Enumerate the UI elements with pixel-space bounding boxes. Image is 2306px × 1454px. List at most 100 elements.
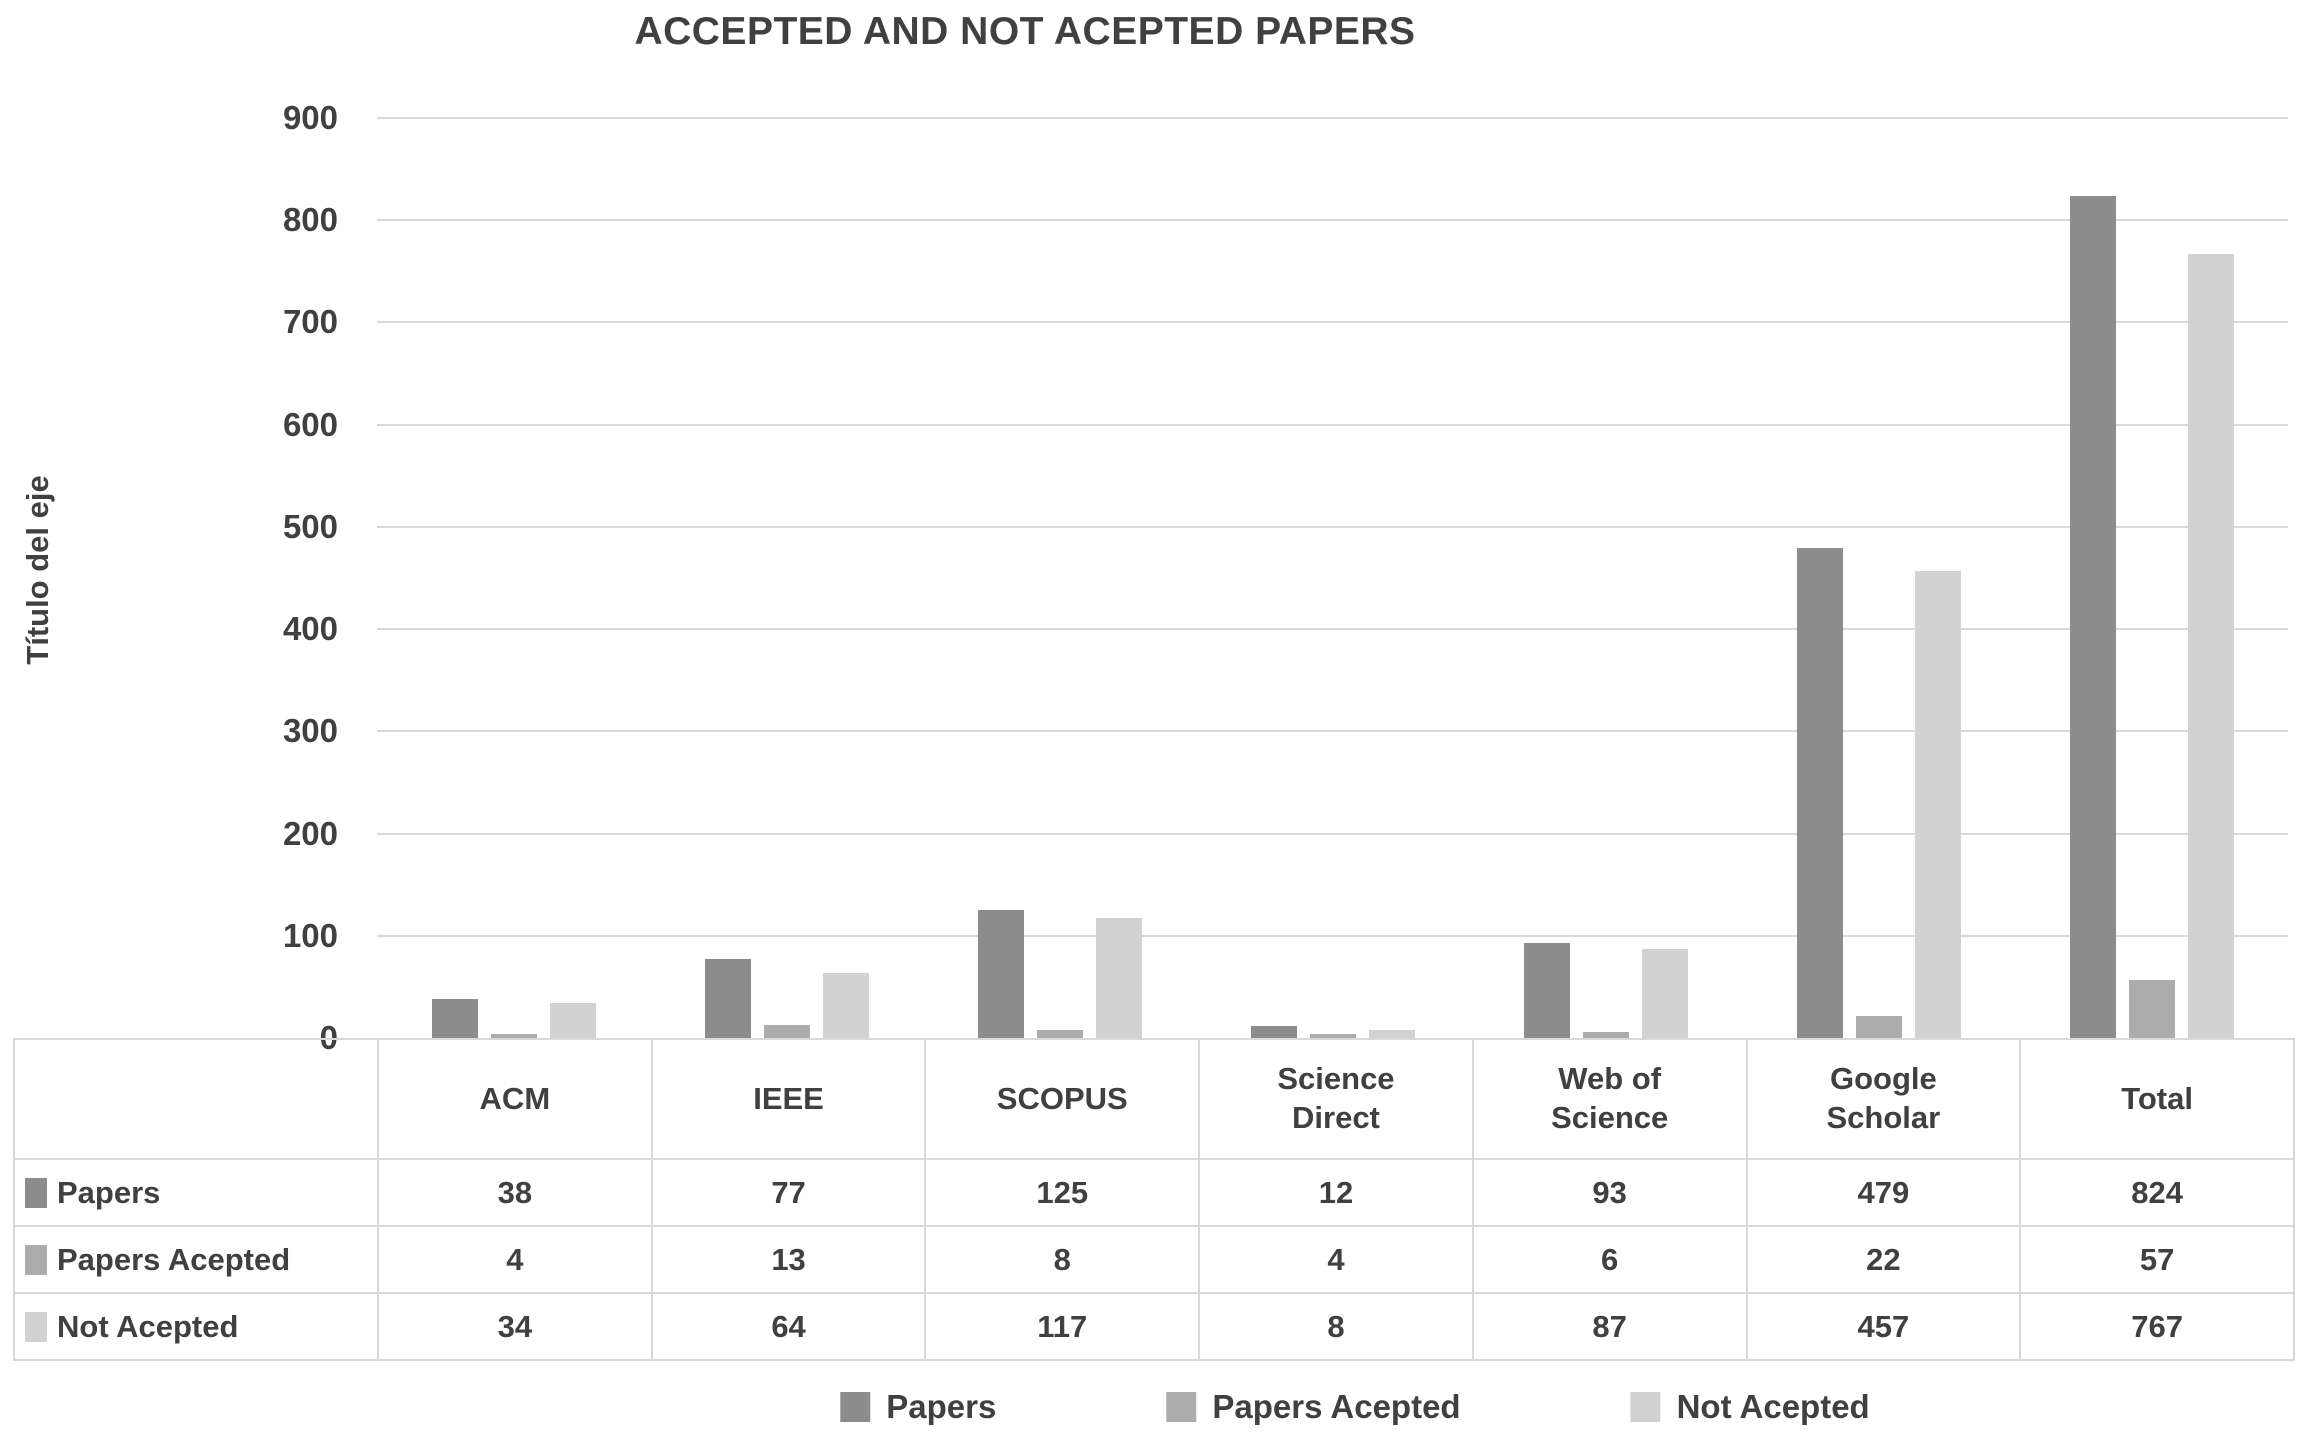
table-value-cell: 4	[1198, 1225, 1474, 1294]
y-tick-label: 300	[282, 712, 338, 750]
table-value-cell: 8	[1198, 1292, 1474, 1361]
table-row: Not Acepted 34 64 117 8 87 457 767	[13, 1292, 2295, 1361]
legend-item: Not Acepted	[1630, 1388, 1870, 1426]
table-value-cell: 22	[1745, 1225, 2022, 1294]
table-value-cell: 93	[1471, 1158, 1748, 1227]
gridline	[377, 832, 2288, 835]
y-tick-label: 600	[282, 405, 338, 443]
y-tick-label: 500	[282, 507, 338, 545]
table-value-cell: 4	[377, 1225, 653, 1294]
gridline	[377, 423, 2288, 426]
gridline	[377, 934, 2288, 937]
bar	[549, 1003, 596, 1038]
y-tick-label: 200	[282, 814, 338, 852]
bar	[1641, 949, 1688, 1038]
category-header-cell: SCOPUS	[924, 1038, 1201, 1160]
category-header-cell: IEEE	[650, 1038, 927, 1160]
table-row: Papers Acepted 4 13 8 4 6 22 57	[13, 1225, 2295, 1294]
table-value-cell: 13	[650, 1225, 927, 1294]
bar	[2187, 253, 2234, 1038]
gridline	[377, 219, 2288, 222]
bar	[1796, 548, 1843, 1038]
category-header-cell: Google Scholar	[1745, 1038, 2022, 1160]
bar	[1582, 1031, 1629, 1038]
table-value-cell: 64	[650, 1292, 927, 1361]
table-value-cell: 479	[1745, 1158, 2022, 1227]
legend-item: Papers Acepted	[1166, 1388, 1461, 1426]
bar-group	[923, 118, 1196, 1038]
series-label: Papers	[57, 1174, 161, 1210]
y-tick-label: 900	[282, 99, 338, 136]
bar	[1368, 1029, 1415, 1038]
bar	[1036, 1029, 1083, 1038]
y-tick-label: 100	[282, 916, 338, 954]
series-label: Papers Acepted	[57, 1241, 291, 1277]
y-tick-label: 700	[282, 303, 338, 341]
legend-label: Papers Acepted	[1212, 1388, 1461, 1425]
bar	[704, 959, 751, 1038]
category-header-cell: Science Direct	[1198, 1038, 1474, 1160]
series-label: Not Acepted	[57, 1308, 239, 1344]
bar-group	[1196, 118, 1469, 1038]
data-table: ACM IEEE SCOPUS Science Direct Web of Scienc…	[13, 1038, 2295, 1361]
category-header-cell: Total	[2019, 1038, 2295, 1160]
table-value-cell: 125	[924, 1158, 1201, 1227]
bar	[1855, 1015, 1902, 1038]
gridline	[377, 117, 2288, 119]
bar-group	[2015, 118, 2288, 1038]
legend-label: Papers	[886, 1388, 997, 1425]
table-value-cell: 87	[1471, 1292, 1748, 1361]
table-value-cell: 12	[1198, 1158, 1474, 1227]
bar-group	[650, 118, 923, 1038]
bar	[1523, 942, 1570, 1038]
y-tick-label: 400	[282, 610, 338, 648]
table-value-cell: 6	[1471, 1225, 1748, 1294]
table-value-cell: 824	[2019, 1158, 2295, 1227]
table-value-cell: 767	[2019, 1292, 2295, 1361]
legend-label: Not Acepted	[1676, 1388, 1870, 1425]
series-row-header: Papers Acepted	[13, 1225, 379, 1294]
table-row: Papers 38 77 125 12 93 479 824	[13, 1158, 2295, 1227]
y-tick-label: 800	[282, 201, 338, 239]
table-value-cell: 38	[377, 1158, 653, 1227]
series-row-header: Papers	[13, 1158, 379, 1227]
bar-group	[1742, 118, 2015, 1038]
table-value-cell: 117	[924, 1292, 1201, 1361]
table-value-cell: 457	[1745, 1292, 2022, 1361]
category-header-cell: Web of Science	[1471, 1038, 1748, 1160]
chart-legend: Papers Papers Acepted Not Acepted	[840, 1388, 1870, 1426]
plot-area	[377, 117, 2288, 1038]
table-value-cell: 77	[650, 1158, 927, 1227]
table-header-row: ACM IEEE SCOPUS Science Direct Web of Scienc…	[13, 1038, 2295, 1160]
bar	[763, 1024, 810, 1038]
bars-layer	[377, 118, 2288, 1038]
legend-swatch-icon	[1166, 1392, 1197, 1422]
bar	[1250, 1025, 1297, 1038]
bar	[1309, 1033, 1356, 1038]
series-swatch-icon	[25, 1177, 47, 1208]
gridline	[377, 730, 2288, 733]
bar-group	[377, 118, 650, 1038]
bar	[1914, 570, 1961, 1038]
bar	[431, 999, 478, 1038]
bar	[1095, 918, 1142, 1038]
gridline	[377, 321, 2288, 324]
y-axis-title: Título del eje	[20, 475, 55, 665]
gridline	[377, 525, 2288, 528]
bar	[490, 1033, 537, 1038]
series-row-header: Not Acepted	[13, 1292, 379, 1361]
legend-item: Papers	[840, 1388, 996, 1426]
table-corner-cell	[13, 1038, 379, 1160]
category-header-cell: ACM	[377, 1038, 653, 1160]
table-value-cell: 57	[2019, 1225, 2295, 1294]
chart-title: ACCEPTED AND NOT ACEPTED PAPERS	[634, 10, 1416, 53]
table-value-cell: 8	[924, 1225, 1201, 1294]
table-value-cell: 34	[377, 1292, 653, 1361]
bar	[2128, 979, 2175, 1038]
bar	[822, 972, 869, 1038]
gridlines-layer	[377, 117, 2288, 1038]
legend-swatch-icon	[1630, 1392, 1661, 1422]
bar	[2069, 195, 2116, 1038]
bar-group	[1469, 118, 1742, 1038]
